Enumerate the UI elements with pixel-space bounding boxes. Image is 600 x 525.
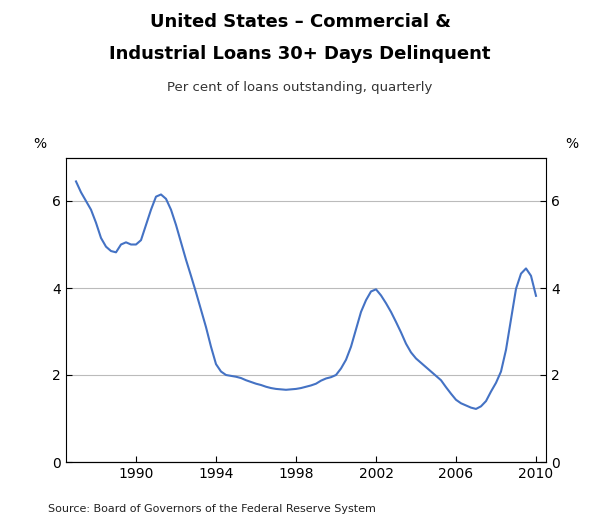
Text: %: % <box>34 138 47 151</box>
Text: Per cent of loans outstanding, quarterly: Per cent of loans outstanding, quarterly <box>167 81 433 94</box>
Text: Industrial Loans 30+ Days Delinquent: Industrial Loans 30+ Days Delinquent <box>109 45 491 62</box>
Text: United States – Commercial &: United States – Commercial & <box>149 13 451 31</box>
Text: Source: Board of Governors of the Federal Reserve System: Source: Board of Governors of the Federa… <box>48 505 376 514</box>
Text: %: % <box>565 138 578 151</box>
